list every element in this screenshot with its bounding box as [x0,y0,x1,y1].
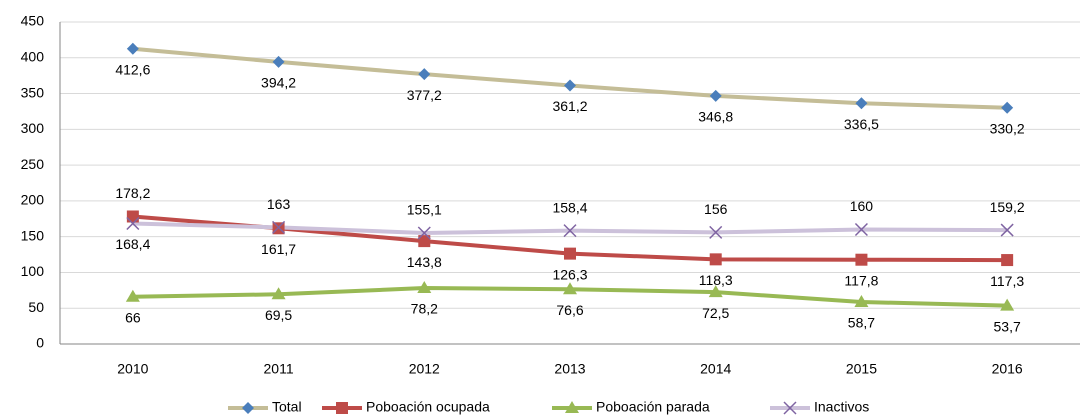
data-label: 66 [125,309,141,325]
data-point [563,282,577,295]
data-label: 159,2 [990,199,1025,215]
data-point [126,216,140,231]
legend-marker [565,401,579,413]
data-point [1000,298,1015,311]
data-label: 412,6 [115,61,150,77]
y-tick-label: 200 [21,192,45,208]
data-label: 346,8 [698,109,733,125]
data-label: 158,4 [552,199,587,215]
data-point [855,253,868,266]
x-tick-label: 2012 [409,361,440,377]
data-label: 78,2 [411,301,438,317]
data-point [417,281,432,294]
data-label: 168,4 [115,236,150,252]
x-tick-label: 2016 [992,361,1023,377]
data-label: 69,5 [265,307,292,323]
data-point [854,222,868,237]
data-label: 72,5 [702,305,729,321]
y-tick-label: 150 [21,227,45,243]
data-label: 126,3 [552,266,587,282]
data-point [271,287,286,300]
data-label: 160 [850,198,874,214]
data-point [1001,101,1014,114]
data-point [709,89,722,102]
legend-marker [242,402,254,414]
data-point [1000,223,1014,237]
data-label: 53,7 [994,318,1021,334]
data-label: 394,2 [261,75,296,91]
data-label: 163 [267,196,291,212]
legend-marker [783,401,797,415]
data-point [125,289,140,302]
x-tick-label: 2010 [117,361,148,377]
data-label: 161,7 [261,241,296,257]
legend-label: Poboación parada [596,399,710,415]
data-label: 377,2 [407,87,442,103]
data-point [709,253,722,266]
data-point [708,285,723,298]
data-point [709,225,723,239]
y-tick-label: 250 [21,156,45,172]
data-label: 76,6 [556,302,583,318]
data-label: 143,8 [407,254,442,270]
legend-marker [336,402,348,414]
data-point [564,79,576,92]
data-point [126,210,139,223]
data-label: 58,7 [848,315,875,331]
data-point [563,224,577,238]
y-tick-label: 300 [21,120,45,136]
data-label: 156 [704,201,728,217]
data-point [1001,254,1014,267]
data-point [564,247,576,260]
data-point [855,97,868,110]
y-tick-label: 50 [28,299,44,315]
x-tick-label: 2011 [264,361,294,377]
data-label: 117,3 [990,273,1024,289]
y-tick-label: 100 [21,263,45,279]
x-tick-label: 2014 [700,361,731,377]
data-label: 178,2 [115,185,150,201]
legend-label: Inactivos [814,399,869,415]
y-tick-label: 350 [21,84,45,100]
data-point [854,294,869,307]
data-label: 330,2 [990,120,1025,136]
data-point [418,235,431,248]
x-tick-label: 2013 [554,361,585,377]
data-label: 118,3 [699,272,733,288]
data-point [272,55,285,68]
y-tick-label: 400 [21,48,45,64]
data-label: 361,2 [552,98,587,114]
data-label: 117,8 [844,272,878,288]
y-tick-label: 0 [36,335,44,351]
legend-label: Total [272,399,302,415]
data-label: 336,5 [844,116,879,132]
x-tick-label: 2015 [846,361,877,377]
data-label: 155,1 [407,202,442,218]
legend-label: Poboación ocupada [366,399,490,415]
data-point [417,226,431,240]
data-point [418,68,431,81]
data-point [272,220,286,234]
data-point [126,42,139,55]
y-tick-label: 450 [21,13,45,29]
